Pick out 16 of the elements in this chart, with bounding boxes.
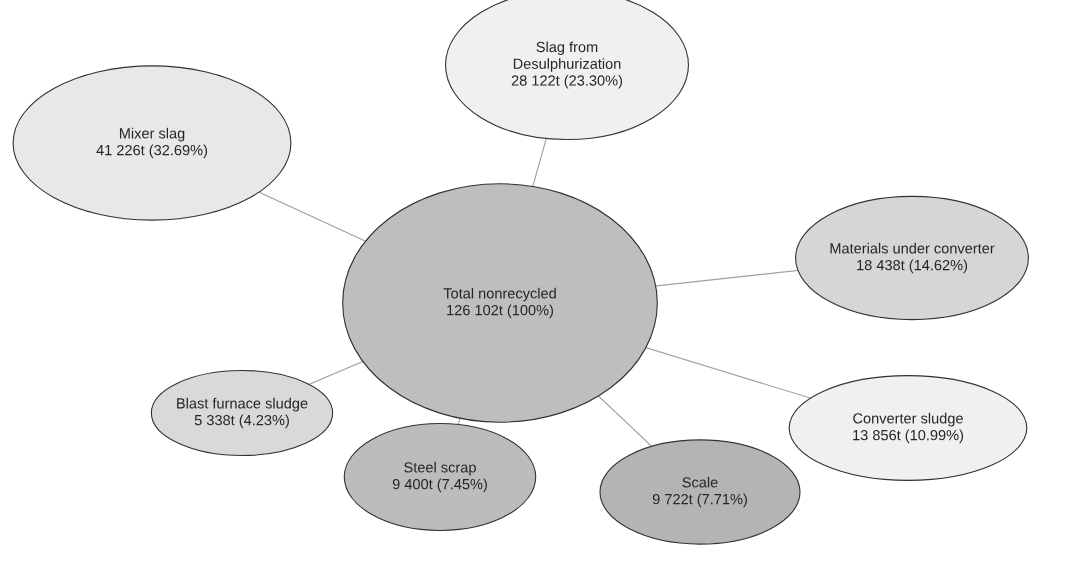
data-label: 41 226t (32.69%): [96, 144, 208, 159]
data-label: 9 722t (7.71%): [652, 493, 747, 508]
data-label: 18 438t (14.62%): [857, 259, 968, 274]
category-label: Slag from Desulphurization: [513, 41, 621, 72]
category-label: Total nonrecycled: [443, 287, 556, 302]
data-label: 9 400t (7.45%): [392, 478, 487, 493]
data-label: 28 122t (23.30%): [511, 74, 623, 89]
data-label: 5 338t (4.23%): [194, 414, 289, 429]
category-label: Converter sludge: [853, 412, 963, 427]
category-label: Mixer slag: [119, 127, 185, 142]
data-label: 126 102t (100%): [447, 304, 554, 319]
category-label: Steel scrap: [404, 461, 476, 476]
category-label: Blast furnace sludge: [177, 397, 308, 412]
category-label: Scale: [682, 476, 718, 488]
data-label: 13 856t (10.99%): [853, 429, 964, 444]
category-label: Materials under converter: [830, 242, 995, 254]
